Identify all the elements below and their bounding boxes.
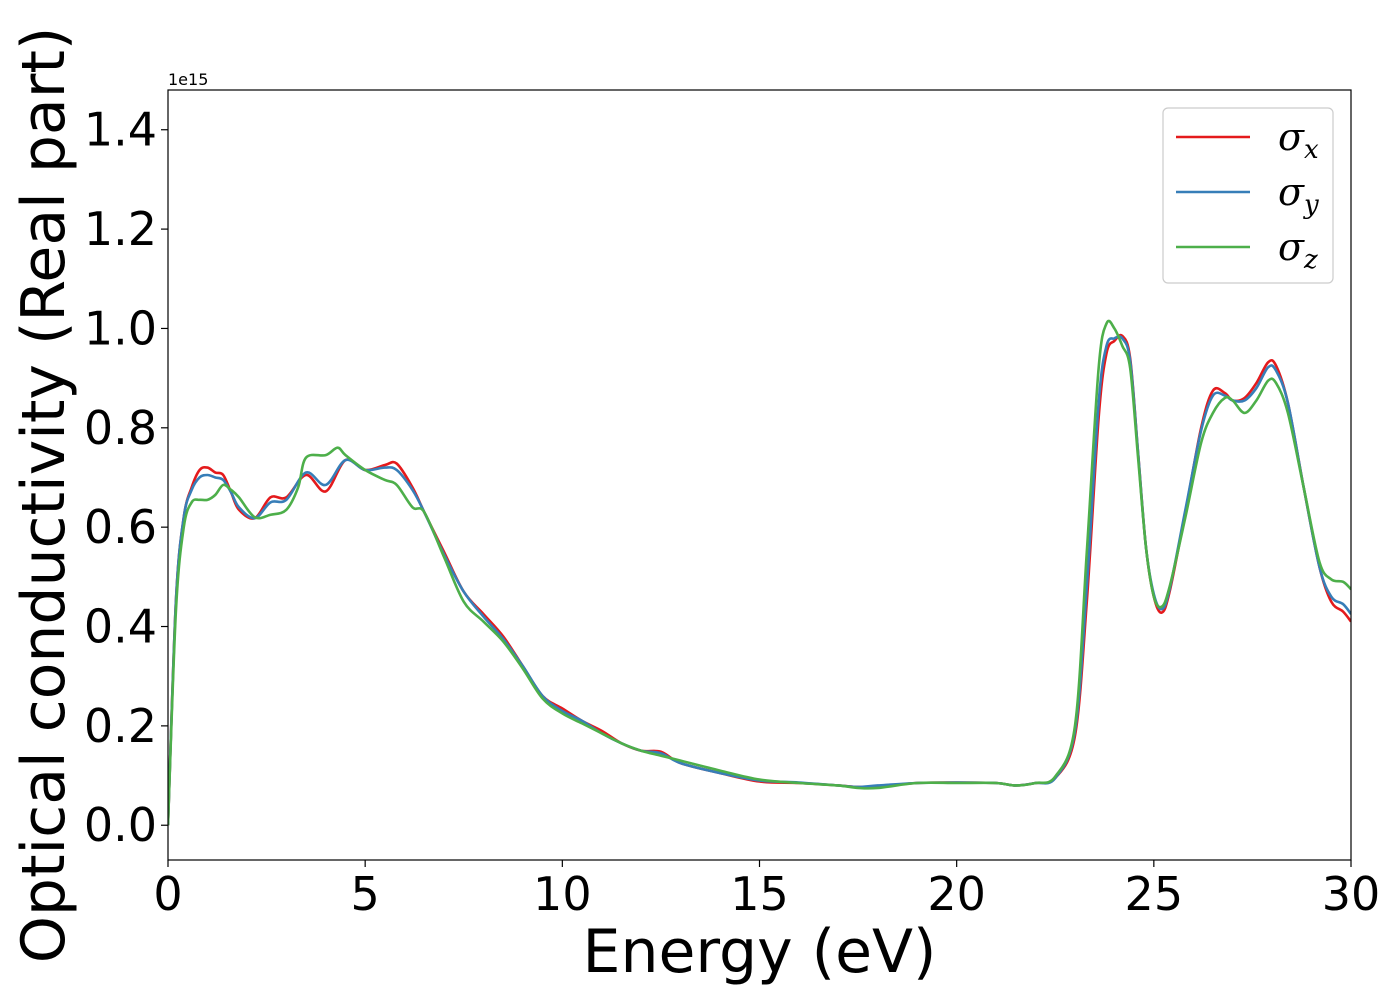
axes: 0 5 10 15 20 25 30 0.0 0.2 0.4 0.6 0.8 1.0 1.2 1.4 [84,89,1381,921]
series-line-x [168,333,1351,826]
series-line-z [168,319,1351,826]
x-tick-label: 0 [153,867,182,921]
legend-label-z: σz [1278,225,1318,275]
y-tick-label: 0.4 [84,600,157,654]
y-tick-label: 0.0 [84,798,157,852]
y-tick-label: 1.4 [84,103,157,157]
plot-lines [168,319,1351,826]
y-tick-label: 0.2 [84,699,157,753]
legend-label-y: σy [1278,170,1319,220]
y-axis-offset-label: 1e15 [168,70,208,89]
y-axis-title: Optical conductivity (Real part) [9,27,79,964]
x-tick-label: 15 [730,867,789,921]
y-tick-label: 0.8 [84,401,157,455]
x-tick-label: 10 [533,867,592,921]
y-tick-label: 1.0 [84,301,157,355]
series-line-y [168,335,1351,826]
y-tick-label: 1.2 [84,202,157,256]
x-tick-label: 20 [927,867,986,921]
x-tick-label: 30 [1322,867,1381,921]
y-tick-label: 0.6 [84,500,157,554]
x-axis-title: Energy (eV) [583,917,937,987]
x-tick-label: 25 [1125,867,1184,921]
legend-label-x: σx [1278,115,1319,165]
legend-box [1162,107,1334,284]
x-tick-label: 5 [351,867,380,921]
